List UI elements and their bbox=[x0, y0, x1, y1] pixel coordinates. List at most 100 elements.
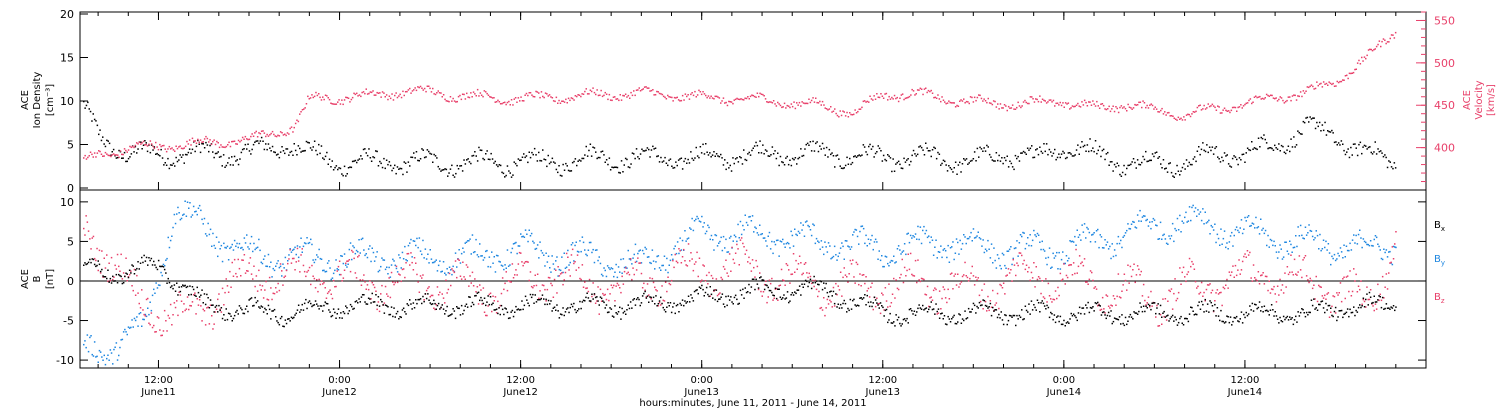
velocity-point bbox=[1010, 107, 1013, 109]
bz-point bbox=[1344, 297, 1346, 300]
velocity-point bbox=[1223, 107, 1226, 109]
velocity-point bbox=[1050, 99, 1052, 101]
density-point bbox=[766, 150, 768, 152]
density-point bbox=[725, 168, 727, 171]
velocity-point bbox=[418, 86, 420, 89]
bx-point bbox=[680, 304, 683, 306]
density-point bbox=[1381, 152, 1383, 154]
density-point bbox=[830, 153, 832, 156]
density-point bbox=[1200, 148, 1203, 151]
velocity-point bbox=[1101, 103, 1104, 105]
bx-point bbox=[604, 307, 606, 309]
density-point bbox=[633, 153, 635, 155]
bz-point bbox=[1133, 263, 1135, 265]
bz-point bbox=[1252, 264, 1255, 266]
velocity-point bbox=[1389, 37, 1391, 40]
velocity-point bbox=[767, 101, 769, 104]
bz-point bbox=[861, 274, 864, 276]
bz-point bbox=[103, 257, 105, 259]
density-point bbox=[1191, 163, 1193, 166]
density-point bbox=[812, 140, 814, 143]
bz-point bbox=[479, 284, 481, 286]
bx-point bbox=[293, 316, 295, 319]
density-point bbox=[1092, 147, 1094, 149]
bx-point bbox=[282, 325, 284, 327]
velocity-point bbox=[546, 93, 548, 95]
bz-point bbox=[1301, 276, 1303, 279]
by-point bbox=[1361, 246, 1363, 249]
by-point bbox=[527, 240, 529, 243]
velocity-point bbox=[1219, 112, 1222, 114]
bx-point bbox=[273, 308, 276, 311]
bz-point bbox=[1222, 286, 1225, 289]
velocity-point bbox=[523, 100, 525, 102]
velocity-point bbox=[466, 92, 468, 95]
density-point bbox=[992, 160, 995, 162]
by-point bbox=[922, 229, 924, 232]
bz-point bbox=[1343, 276, 1345, 278]
velocity-point bbox=[400, 96, 403, 99]
density-point bbox=[950, 168, 953, 171]
by-point bbox=[1161, 238, 1163, 240]
bz-point bbox=[1028, 266, 1030, 269]
by-point bbox=[759, 224, 761, 226]
bz-point bbox=[865, 276, 867, 278]
density-point bbox=[240, 151, 243, 154]
density-point bbox=[1356, 154, 1359, 157]
by-point bbox=[388, 266, 390, 269]
velocity-point bbox=[798, 101, 801, 104]
velocity-point bbox=[1365, 57, 1367, 60]
velocity-point bbox=[123, 148, 126, 150]
density-point bbox=[106, 139, 108, 142]
by-point bbox=[715, 234, 718, 237]
density-point bbox=[1298, 131, 1300, 134]
bz-point bbox=[101, 250, 103, 252]
bz-point bbox=[897, 288, 900, 291]
by-point bbox=[562, 271, 564, 274]
bx-point bbox=[526, 299, 528, 301]
bx-point bbox=[219, 309, 221, 312]
bz-point bbox=[738, 264, 740, 266]
density-point bbox=[983, 147, 985, 149]
velocity-point bbox=[395, 92, 397, 94]
bx-point bbox=[541, 294, 544, 296]
velocity-point bbox=[760, 93, 763, 95]
by-point bbox=[1025, 242, 1028, 245]
by-point bbox=[1216, 233, 1219, 236]
velocity-point bbox=[183, 147, 185, 149]
bx-point bbox=[444, 313, 446, 315]
bx-point bbox=[355, 300, 358, 302]
by-point bbox=[1377, 243, 1379, 245]
density-point bbox=[695, 146, 697, 149]
velocity-point bbox=[555, 96, 558, 99]
bx-point bbox=[128, 269, 131, 271]
bz-point bbox=[1129, 265, 1132, 268]
by-point bbox=[260, 261, 262, 264]
velocity-point bbox=[208, 141, 210, 143]
by-point bbox=[1348, 249, 1350, 252]
velocity-point bbox=[510, 99, 513, 101]
density-point bbox=[327, 163, 329, 165]
bz-point bbox=[1243, 255, 1245, 258]
bx-point bbox=[361, 294, 364, 296]
bz-point bbox=[1244, 253, 1246, 255]
bx-point bbox=[574, 308, 576, 311]
bx-point bbox=[594, 296, 597, 299]
by-point bbox=[439, 260, 441, 262]
bx-point bbox=[982, 299, 984, 301]
velocity-point bbox=[1170, 115, 1173, 117]
velocity-point bbox=[777, 101, 779, 104]
bz-point bbox=[818, 290, 820, 293]
density-point bbox=[946, 170, 949, 172]
bz-point bbox=[85, 215, 87, 217]
bz-point bbox=[1013, 264, 1016, 266]
bx-point bbox=[1072, 313, 1075, 315]
bz-point bbox=[177, 314, 179, 317]
bz-point bbox=[249, 257, 252, 259]
velocity-point bbox=[360, 95, 362, 98]
bx-point bbox=[839, 303, 842, 306]
density-point bbox=[758, 152, 760, 154]
bx-point bbox=[1077, 312, 1080, 314]
velocity-point bbox=[843, 111, 845, 113]
velocity-point bbox=[505, 103, 507, 106]
